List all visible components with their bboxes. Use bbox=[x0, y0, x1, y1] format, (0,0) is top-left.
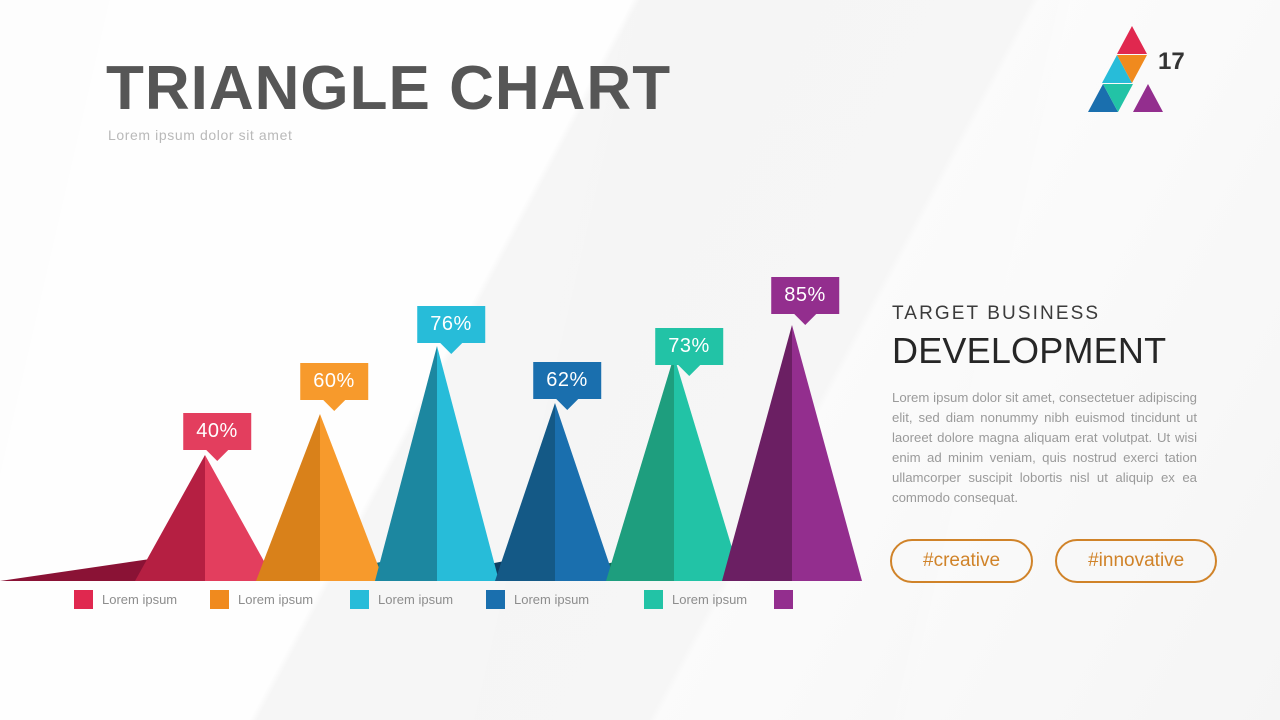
page-title: TRIANGLE CHART bbox=[106, 54, 672, 123]
legend-item[interactable]: Lorem ipsum bbox=[210, 590, 313, 609]
legend-swatch bbox=[486, 590, 505, 609]
logo-number: 17 bbox=[1158, 48, 1185, 75]
pyramid-right-face bbox=[792, 325, 862, 581]
pyramid-left-face bbox=[495, 403, 555, 581]
legend-item-label: Lorem ipsum bbox=[672, 592, 748, 607]
legend-item[interactable]: Lorem ipsum bbox=[350, 590, 453, 609]
info-heading: DEVELOPMENT bbox=[892, 330, 1167, 371]
pyramid-right-face bbox=[555, 403, 615, 581]
page-subtitle: Lorem ipsum dolor sit amet bbox=[108, 127, 293, 143]
value-badge: 85% bbox=[771, 277, 839, 314]
legend-swatch bbox=[644, 590, 663, 609]
legend-item-label: Lorem ipsum bbox=[238, 592, 314, 607]
pyramid-left-face bbox=[722, 325, 792, 581]
pyramid-right-face bbox=[320, 414, 384, 581]
pyramid-right-face bbox=[674, 356, 742, 581]
legend-item[interactable]: Lorem ipsum bbox=[486, 590, 589, 609]
pyramid-right-face bbox=[437, 346, 499, 581]
triangle-logo-icon bbox=[1088, 26, 1163, 112]
pyramid-right-face bbox=[205, 455, 275, 581]
legend-item[interactable]: Lorem ipsum bbox=[74, 590, 177, 609]
triangle-logo: 17 bbox=[1080, 22, 1220, 112]
value-badge: 62% bbox=[533, 362, 601, 399]
value-badge: 60% bbox=[300, 363, 368, 400]
value-badge: 76% bbox=[417, 306, 485, 343]
chart-legend: Lorem ipsum Lorem ipsum Lorem ipsum Lorem i… bbox=[74, 590, 864, 610]
pyramid-left-face bbox=[606, 356, 674, 581]
legend-item-label: Lorem ipsum bbox=[514, 592, 590, 607]
tag-button[interactable]: #creative bbox=[890, 539, 1034, 583]
legend-item[interactable] bbox=[774, 590, 802, 609]
legend-swatch bbox=[350, 590, 369, 609]
info-body-text: Lorem ipsum dolor sit amet, consectetuer… bbox=[892, 389, 1197, 506]
legend-item[interactable]: Lorem ipsum bbox=[644, 590, 747, 609]
pyramid-left-face bbox=[135, 455, 205, 581]
chart-canvas bbox=[0, 325, 862, 581]
tag-button[interactable]: #innovative bbox=[1055, 539, 1218, 583]
legend-swatch bbox=[774, 590, 793, 609]
tag-group: #creative #innovative bbox=[890, 539, 1218, 583]
pyramid-left-face bbox=[256, 414, 320, 581]
legend-item-label: Lorem ipsum bbox=[102, 592, 178, 607]
info-eyebrow: TARGET BUSINESS bbox=[892, 303, 1101, 324]
info-panel: TARGET BUSINESS DEVELOPMENT Lorem ipsum … bbox=[892, 303, 1197, 508]
value-badge: 40% bbox=[183, 413, 251, 450]
triangle-chart bbox=[0, 325, 862, 581]
legend-swatch bbox=[74, 590, 93, 609]
value-badge: 73% bbox=[655, 328, 723, 365]
pyramid-left-face bbox=[375, 346, 437, 581]
legend-swatch bbox=[210, 590, 229, 609]
legend-item-label: Lorem ipsum bbox=[378, 592, 454, 607]
